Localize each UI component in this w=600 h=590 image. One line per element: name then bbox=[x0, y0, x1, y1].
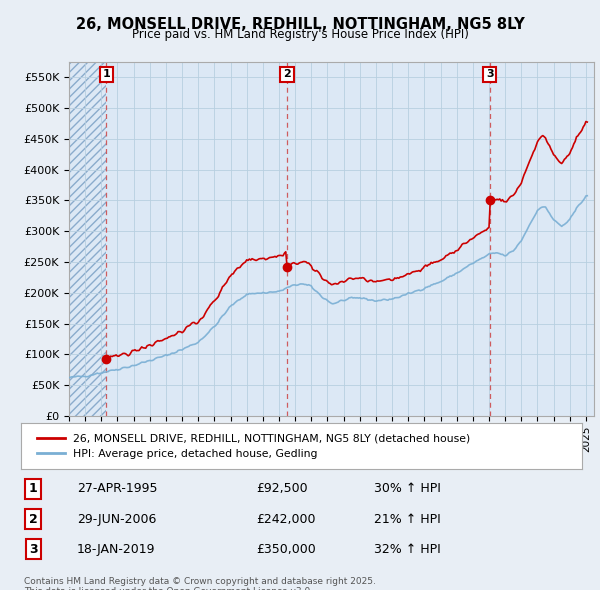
Text: £242,000: £242,000 bbox=[257, 513, 316, 526]
Text: Price paid vs. HM Land Registry's House Price Index (HPI): Price paid vs. HM Land Registry's House … bbox=[131, 28, 469, 41]
Text: 30% ↑ HPI: 30% ↑ HPI bbox=[374, 483, 442, 496]
Text: 2: 2 bbox=[283, 70, 291, 79]
Text: 1: 1 bbox=[29, 483, 38, 496]
Text: Contains HM Land Registry data © Crown copyright and database right 2025.
This d: Contains HM Land Registry data © Crown c… bbox=[24, 577, 376, 590]
Text: £92,500: £92,500 bbox=[257, 483, 308, 496]
Text: 26, MONSELL DRIVE, REDHILL, NOTTINGHAM, NG5 8LY: 26, MONSELL DRIVE, REDHILL, NOTTINGHAM, … bbox=[76, 17, 524, 31]
Text: 27-APR-1995: 27-APR-1995 bbox=[77, 483, 158, 496]
Text: 18-JAN-2019: 18-JAN-2019 bbox=[77, 543, 155, 556]
Text: 3: 3 bbox=[486, 70, 494, 79]
Text: 32% ↑ HPI: 32% ↑ HPI bbox=[374, 543, 441, 556]
Text: 21% ↑ HPI: 21% ↑ HPI bbox=[374, 513, 441, 526]
Bar bbox=[69, 62, 106, 416]
Text: 3: 3 bbox=[29, 543, 38, 556]
Legend: 26, MONSELL DRIVE, REDHILL, NOTTINGHAM, NG5 8LY (detached house), HPI: Average p: 26, MONSELL DRIVE, REDHILL, NOTTINGHAM, … bbox=[32, 428, 476, 464]
Text: 29-JUN-2006: 29-JUN-2006 bbox=[77, 513, 157, 526]
Text: 1: 1 bbox=[103, 70, 110, 79]
Text: 2: 2 bbox=[29, 513, 38, 526]
Text: £350,000: £350,000 bbox=[257, 543, 316, 556]
